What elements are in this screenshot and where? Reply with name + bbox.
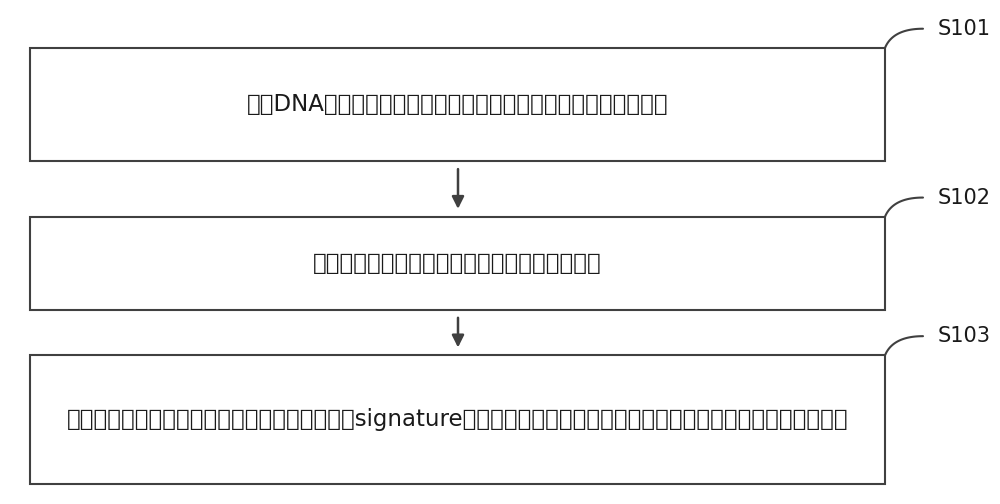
Text: 进行DNA文库构建及全外显子组测序；并进行序列比对与变异检测: 进行DNA文库构建及全外显子组测序；并进行序列比对与变异检测 xyxy=(247,93,668,116)
Text: 采用增强标记聚合物系统进行免疫组织化学染色: 采用增强标记聚合物系统进行免疫组织化学染色 xyxy=(313,252,602,275)
Text: S102: S102 xyxy=(938,187,991,208)
Bar xyxy=(30,217,885,310)
Bar xyxy=(30,355,885,484)
Bar xyxy=(30,48,885,161)
Text: S103: S103 xyxy=(938,326,991,346)
Text: 分析小细胞肺癌的基因改变特征，对基因组进行signature相关分析，并进行无监督聚类，确定小细胞肺癌分子的分型结果: 分析小细胞肺癌的基因改变特征，对基因组进行signature相关分析，并进行无监… xyxy=(67,408,848,431)
Text: S101: S101 xyxy=(938,19,991,39)
